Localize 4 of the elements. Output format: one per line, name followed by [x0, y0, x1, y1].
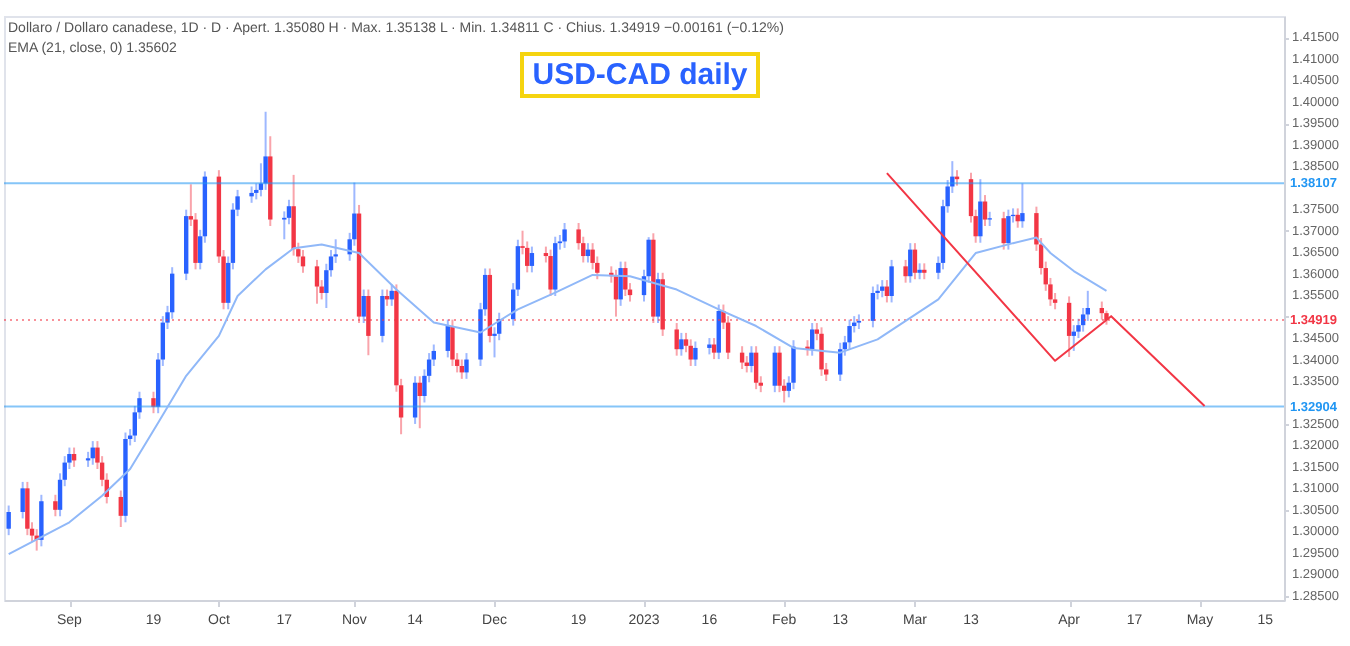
- candlestick: [856, 313, 862, 331]
- line-series: [885, 172, 1206, 407]
- text: USD-CAD daily: [520, 52, 760, 98]
- candlestick: [557, 234, 563, 251]
